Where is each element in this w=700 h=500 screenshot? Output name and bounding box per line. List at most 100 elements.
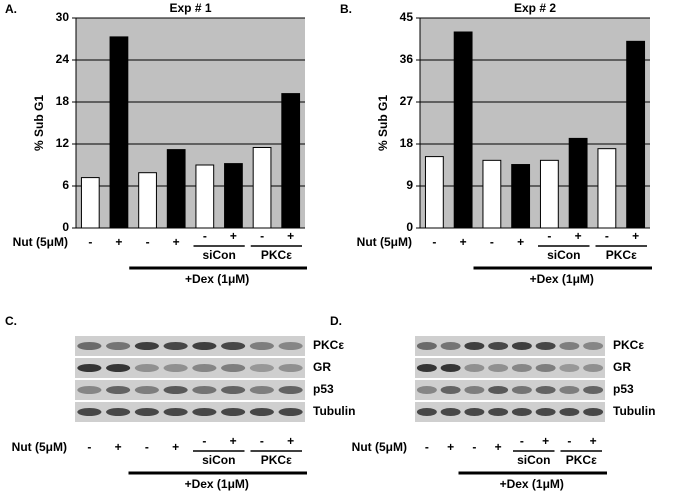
blot-band [249, 364, 274, 372]
blot-band [416, 408, 437, 416]
blot-band [221, 408, 246, 416]
blot-band [278, 386, 303, 394]
bar [166, 149, 186, 229]
x-tick-label: - [567, 434, 571, 448]
blot-band [249, 342, 274, 350]
x-tick-label: - [490, 235, 494, 249]
group-label: siCon [517, 453, 550, 467]
blot-strip [75, 358, 305, 378]
blot-band [559, 408, 580, 416]
blot-band [278, 342, 303, 350]
bar [626, 40, 646, 229]
group-label: PKCε [261, 453, 292, 467]
y-tick-label: 9 [406, 178, 413, 192]
blot-band [535, 386, 556, 394]
x-tick-label: - [260, 229, 264, 243]
blot-band [464, 408, 485, 416]
x-tick-label: - [88, 235, 92, 249]
blot-band [77, 364, 102, 372]
blot-row-label: p53 [613, 382, 634, 396]
y-axis-label: % Sub G1 [376, 95, 390, 151]
blot-band [440, 408, 461, 416]
x-tick-label: + [230, 229, 237, 243]
blot-band [511, 364, 532, 372]
group-label: PKCε [606, 248, 637, 262]
y-tick-label: 12 [56, 136, 70, 150]
blot-band [559, 364, 580, 372]
x-axis-label: Nut (5μM) [352, 440, 407, 454]
x-tick-label: + [542, 434, 549, 448]
blot-strip [75, 402, 305, 422]
blot-band [440, 342, 461, 350]
x-tick-label: + [230, 434, 237, 448]
panel-label: A. [5, 2, 17, 16]
treatment-label: +Dex (1μM) [530, 272, 594, 286]
group-label: PKCε [566, 453, 597, 467]
x-tick-label: + [172, 440, 179, 454]
panel-label: B. [340, 2, 352, 16]
blot-band [535, 364, 556, 372]
y-tick-label: 27 [400, 94, 414, 108]
y-tick-label: 0 [406, 220, 413, 234]
y-axis-label: % Sub G1 [32, 95, 46, 151]
x-tick-label: + [495, 440, 502, 454]
blot-band [511, 342, 532, 350]
x-tick-label: - [145, 440, 149, 454]
blot-strip [75, 336, 305, 356]
blot-band [163, 408, 188, 416]
blot-band [249, 408, 274, 416]
blot-band [278, 408, 303, 416]
x-tick-label: + [632, 229, 639, 243]
blot-band [583, 364, 604, 372]
x-tick-label: - [87, 440, 91, 454]
blot-strip [415, 402, 605, 422]
bar [281, 93, 301, 229]
blot-band [511, 386, 532, 394]
blot-band [511, 408, 532, 416]
blot-band [278, 364, 303, 372]
bar [597, 148, 617, 229]
blot-band [535, 342, 556, 350]
blot-band [163, 364, 188, 372]
blot-band [488, 386, 509, 394]
y-tick-label: 24 [56, 52, 70, 66]
bar [252, 147, 272, 229]
x-axis-label: Nut (5μM) [357, 235, 412, 249]
x-tick-label: - [260, 434, 264, 448]
blot-band [192, 364, 217, 372]
bar [539, 159, 559, 229]
x-tick-label: + [517, 235, 524, 249]
bar [224, 163, 243, 229]
blot-band [488, 342, 509, 350]
blot-band [464, 386, 485, 394]
blot-row-label: p53 [313, 382, 334, 396]
bar [424, 156, 444, 229]
blot-band [416, 364, 437, 372]
x-tick-label: - [146, 235, 150, 249]
blot-band [221, 342, 246, 350]
x-tick-label: + [287, 434, 294, 448]
y-tick-label: 6 [62, 178, 69, 192]
bar [511, 164, 531, 229]
x-tick-label: + [173, 235, 180, 249]
x-tick-label: - [547, 229, 551, 243]
x-tick-label: + [447, 440, 454, 454]
x-tick-label: + [460, 235, 467, 249]
blot-band [163, 342, 188, 350]
blot-band [134, 386, 159, 394]
treatment-label: +Dex (1μM) [500, 477, 564, 491]
blot-band [77, 386, 102, 394]
blot-band [416, 342, 437, 350]
x-tick-label: + [575, 229, 582, 243]
treatment-label: +Dex (1μM) [185, 477, 249, 491]
x-tick-label: + [287, 229, 294, 243]
bar [568, 137, 588, 229]
blot-band [77, 342, 102, 350]
blot-band [106, 408, 131, 416]
blot-band [464, 342, 485, 350]
group-label: siCon [202, 248, 235, 262]
x-tick-label: - [520, 434, 524, 448]
bar [482, 159, 502, 229]
blot-band [488, 364, 509, 372]
